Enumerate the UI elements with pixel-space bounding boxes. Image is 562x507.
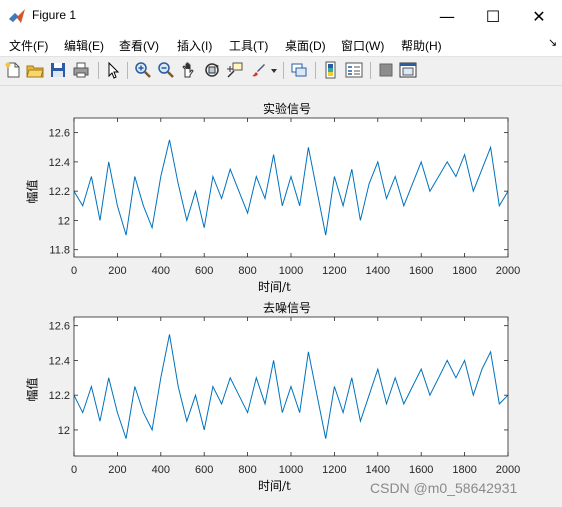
subplot1-xtick-label: 2000 bbox=[496, 265, 520, 277]
subplot1-xtick-label: 600 bbox=[195, 265, 213, 277]
subplot1-ytick-label: 12.4 bbox=[49, 157, 70, 169]
subplot2-ytick-label: 12.2 bbox=[49, 390, 70, 402]
zoom-in-icon[interactable] bbox=[134, 61, 152, 79]
subplot1-xlabel: 时间/t bbox=[258, 280, 291, 294]
toolbar-separator bbox=[283, 62, 284, 79]
subplot1-xtick-label: 1600 bbox=[409, 265, 433, 277]
subplot1-xtick-label: 1000 bbox=[279, 265, 303, 277]
subplot2-ytick-label: 12.6 bbox=[49, 321, 70, 333]
subplot2-ytick-label: 12.4 bbox=[49, 355, 70, 367]
menu-dock-arrow-icon[interactable]: ↘ bbox=[548, 37, 558, 49]
subplot2-xlabel: 时间/t bbox=[258, 479, 291, 493]
subplot1-xtick-label: 1400 bbox=[366, 265, 390, 277]
close-button[interactable]: ✕ bbox=[532, 6, 546, 26]
subplot2-xtick-label: 1200 bbox=[322, 464, 346, 476]
subplot2-xtick-label: 200 bbox=[108, 464, 126, 476]
subplot1-xtick-label: 0 bbox=[71, 265, 77, 277]
title-bar: Figure 1 — ☐ ✕ bbox=[0, 0, 562, 32]
toolbar-separator bbox=[98, 62, 99, 79]
subplot2-axes[interactable]: 0 200 400 600 800 1000 1200 1400 1600 1800 2000 12 1… bbox=[49, 316, 521, 476]
subplot2-xtick-label: 800 bbox=[238, 464, 256, 476]
subplot2-xtick-label: 600 bbox=[195, 464, 213, 476]
menu-tools[interactable]: 工具(T) bbox=[229, 39, 269, 53]
menu-help[interactable]: 帮助(H) bbox=[401, 39, 442, 53]
subplot1-signal-line bbox=[73, 139, 509, 236]
subplot1-xtick-label: 1800 bbox=[452, 265, 476, 277]
watermark: CSDN @m0_58642931 bbox=[370, 480, 518, 496]
subplot2-xtick-label: 1400 bbox=[366, 464, 390, 476]
menu-file[interactable]: 文件(F) bbox=[9, 39, 49, 53]
subplot1-axes[interactable]: 0 200 400 600 800 1000 1200 1400 1600 1800 2000 11.… bbox=[49, 117, 521, 277]
hide-plot-tools-icon[interactable] bbox=[377, 61, 395, 79]
figure-toolbar bbox=[0, 57, 562, 86]
subplot2-xtick-label: 1000 bbox=[279, 464, 303, 476]
subplot1-xtick-label: 400 bbox=[152, 265, 170, 277]
subplot1-xtick-label: 200 bbox=[108, 265, 126, 277]
pan-icon[interactable] bbox=[180, 61, 198, 79]
subplot2-signal-line bbox=[73, 334, 509, 439]
toolbar-separator bbox=[370, 62, 371, 79]
maximize-button[interactable]: ☐ bbox=[485, 6, 501, 26]
subplot1-axes-box bbox=[73, 117, 509, 258]
subplot2-xtick-label: 400 bbox=[152, 464, 170, 476]
toolbar-separator bbox=[315, 62, 316, 79]
subplot2-ytick-label: 12 bbox=[58, 425, 70, 437]
matlab-logo-icon bbox=[9, 9, 25, 23]
subplot1-ytick-label: 12.6 bbox=[49, 128, 70, 140]
subplot1-title: 实验信号 bbox=[262, 102, 311, 116]
subplot1-ytick-label: 11.8 bbox=[49, 245, 70, 257]
link-plot-icon[interactable] bbox=[290, 61, 308, 79]
show-plot-tools-icon[interactable] bbox=[399, 61, 417, 79]
rotate-3d-icon[interactable] bbox=[203, 61, 221, 79]
data-cursor-icon[interactable] bbox=[226, 61, 244, 79]
print-icon[interactable] bbox=[72, 61, 90, 79]
new-figure-icon[interactable] bbox=[4, 61, 22, 79]
brush-icon[interactable] bbox=[249, 61, 267, 79]
zoom-out-icon[interactable] bbox=[157, 61, 175, 79]
save-icon[interactable] bbox=[49, 61, 67, 79]
pointer-icon[interactable] bbox=[104, 61, 122, 79]
menu-window[interactable]: 窗口(W) bbox=[341, 39, 385, 53]
colorbar-icon[interactable] bbox=[322, 61, 340, 79]
subplot1-xtick-label: 800 bbox=[238, 265, 256, 277]
menu-insert[interactable]: 插入(I) bbox=[177, 39, 213, 53]
subplot2-xtick-label: 2000 bbox=[496, 464, 520, 476]
menu-bar: 文件(F) 编辑(E) 查看(V) 插入(I) 工具(T) 桌面(D) 窗口(W… bbox=[0, 32, 562, 57]
subplot2-xtick-label: 1800 bbox=[452, 464, 476, 476]
open-file-icon[interactable] bbox=[26, 61, 44, 79]
window-title: Figure 1 bbox=[32, 8, 77, 22]
legend-icon[interactable] bbox=[345, 61, 363, 79]
menu-edit[interactable]: 编辑(E) bbox=[64, 39, 104, 53]
toolbar-separator bbox=[127, 62, 128, 79]
subplot1-ytick-label: 12 bbox=[58, 215, 70, 227]
brush-dropdown-icon[interactable] bbox=[269, 61, 279, 79]
subplot1-xtick-label: 1200 bbox=[322, 265, 346, 277]
menu-desktop[interactable]: 桌面(D) bbox=[285, 39, 326, 53]
menu-view[interactable]: 查看(V) bbox=[119, 39, 159, 53]
subplot1-ytick-label: 12.2 bbox=[49, 186, 70, 198]
subplot2-title: 去噪信号 bbox=[262, 301, 311, 315]
subplot2-xtick-label: 1600 bbox=[409, 464, 433, 476]
subplot2-xtick-label: 0 bbox=[71, 464, 77, 476]
minimize-button[interactable]: — bbox=[439, 6, 455, 26]
